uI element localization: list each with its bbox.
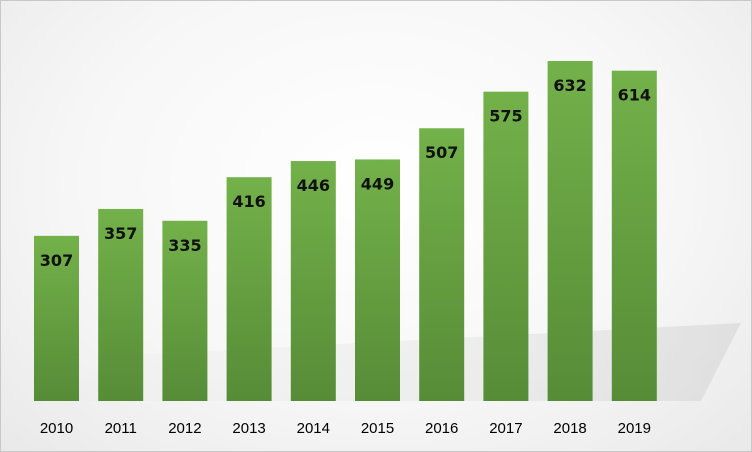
bar-2019: [611, 70, 657, 402]
value-label-2019: 614: [618, 86, 651, 105]
value-label-2014: 446: [297, 176, 330, 195]
bar-2016: [419, 128, 465, 401]
bar-2012: [162, 220, 208, 401]
x-tick-2017: 2017: [489, 420, 522, 437]
value-label-2010: 307: [40, 251, 73, 270]
x-tick-2018: 2018: [553, 420, 586, 437]
bar-2014: [290, 161, 336, 401]
value-label-2011: 357: [104, 224, 137, 243]
x-tick-2013: 2013: [232, 420, 265, 437]
value-label-2017: 575: [489, 107, 522, 126]
bar-2011: [98, 208, 144, 401]
bar-2015: [355, 159, 400, 401]
value-label-2016: 507: [425, 143, 458, 162]
value-label-2012: 335: [168, 236, 201, 255]
bars-group: [34, 61, 657, 402]
x-tick-2016: 2016: [425, 420, 458, 437]
x-axis-tick-labels: 2010 2011 2012 2013 2014 2015 2016 2017 2018 2019: [40, 420, 651, 437]
x-tick-2015: 2015: [361, 420, 394, 437]
value-label-2018: 632: [553, 76, 586, 95]
x-tick-2014: 2014: [297, 420, 330, 437]
value-label-2013: 416: [232, 192, 265, 211]
x-tick-2010: 2010: [40, 420, 73, 437]
x-tick-2019: 2019: [618, 420, 651, 437]
bar-2017: [483, 91, 529, 402]
bar-2013: [226, 177, 272, 401]
value-labels-group: 307 357 335 416 446 449 507 575 632 614: [40, 76, 651, 270]
bar-2018: [547, 61, 593, 401]
value-label-2015: 449: [361, 174, 394, 193]
bar-2010: [34, 235, 79, 401]
x-tick-2011: 2011: [105, 420, 137, 437]
x-tick-2012: 2012: [168, 420, 201, 437]
